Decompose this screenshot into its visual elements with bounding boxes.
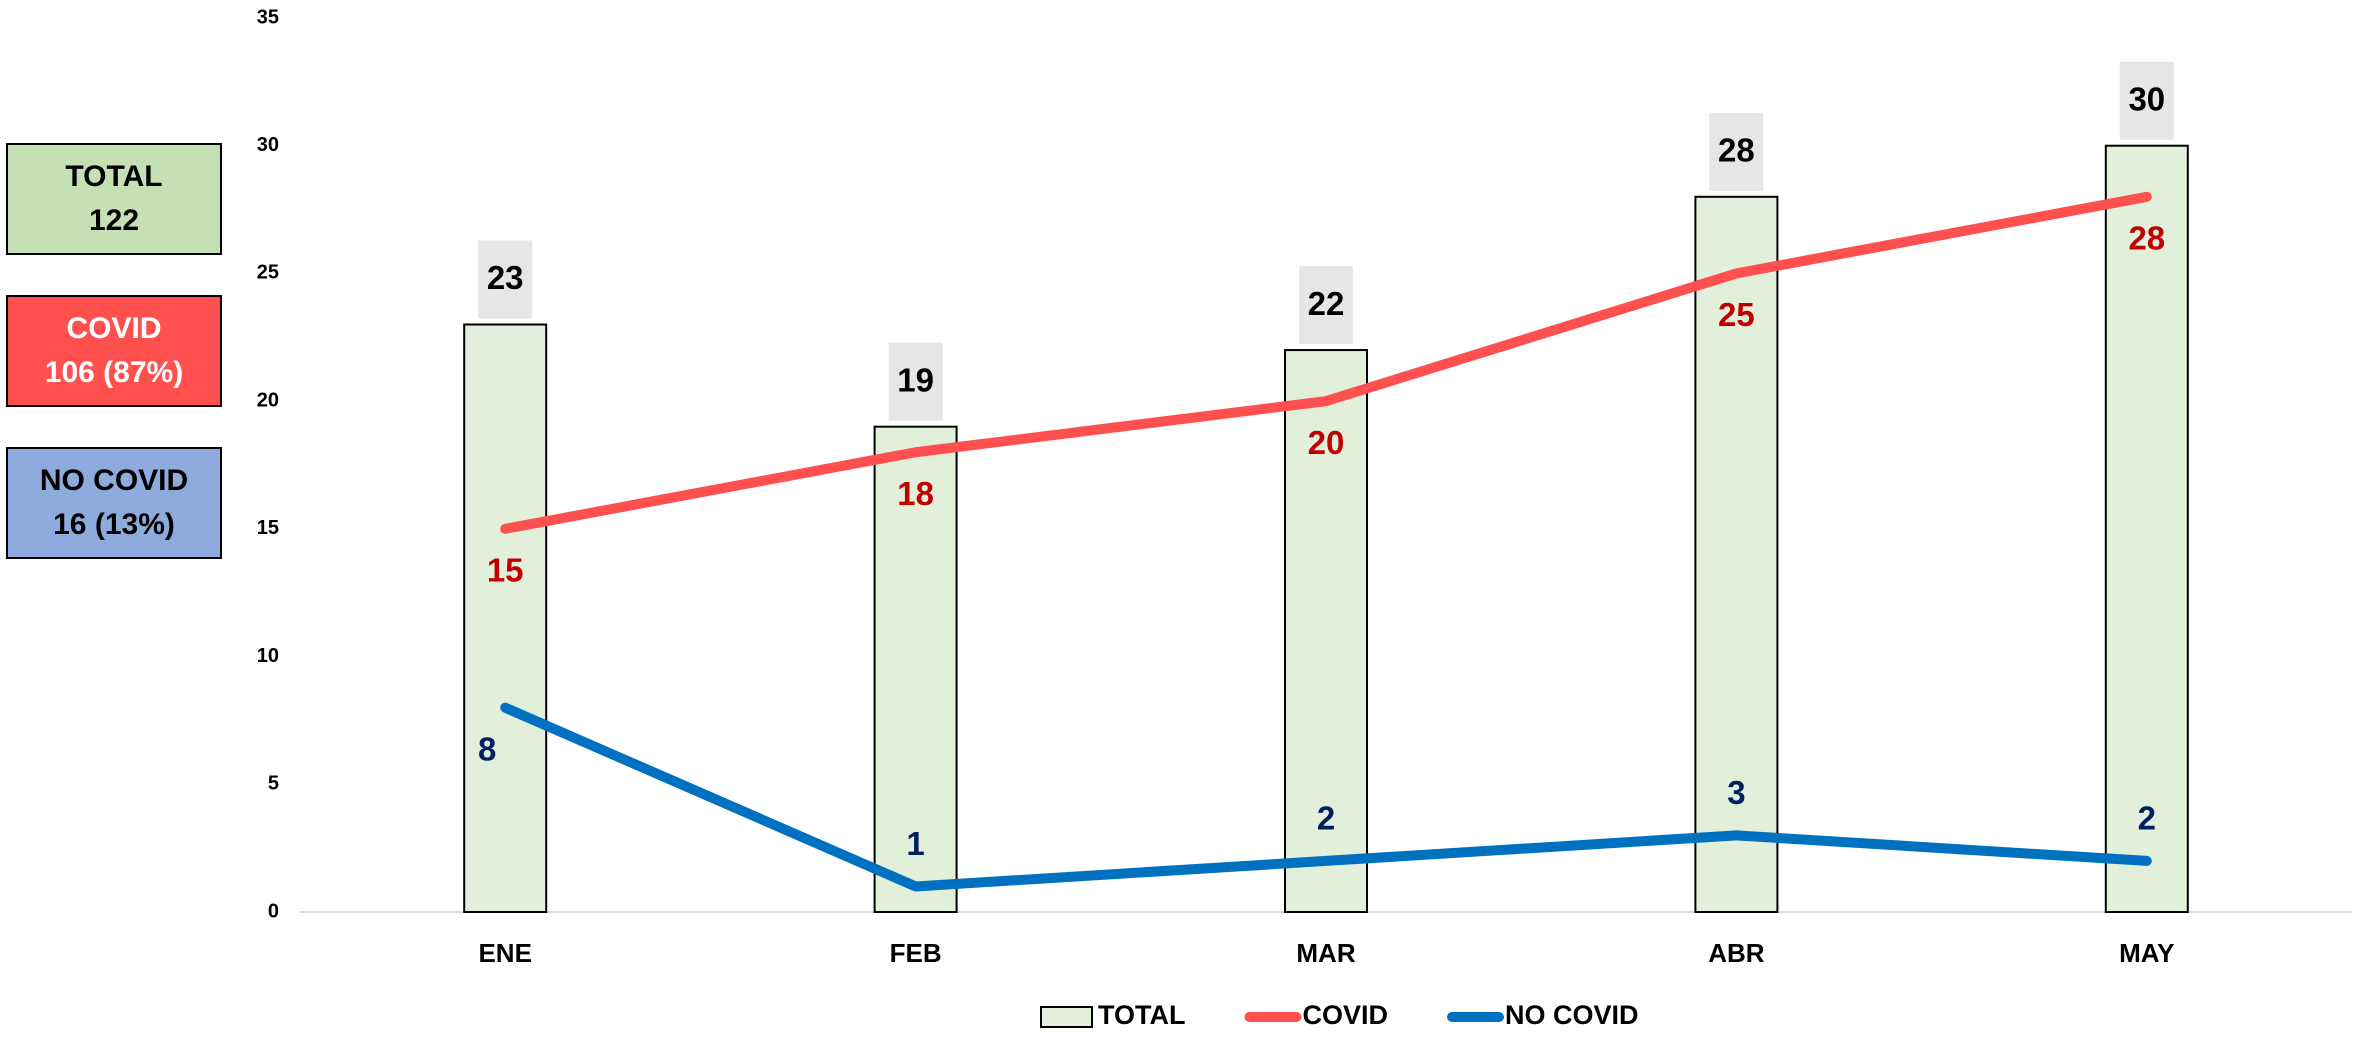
y-tick-label: 0 <box>268 900 279 922</box>
x-tick-label: ENE <box>478 938 531 968</box>
summary-box <box>6 447 222 559</box>
bar <box>1694 195 1779 914</box>
bar-label-bg <box>888 342 943 421</box>
data-label: 2 <box>1317 800 1335 837</box>
y-tick-label: 15 <box>257 517 279 539</box>
x-tick-label: MAY <box>2119 938 2174 968</box>
bar-label: 19 <box>897 361 934 398</box>
summary-text: 122 <box>89 204 139 237</box>
bar <box>1284 349 1368 913</box>
y-tick-label: 25 <box>257 262 279 284</box>
line <box>500 191 2152 534</box>
y-tick-label: 10 <box>257 645 279 667</box>
bar <box>2104 144 2189 913</box>
data-label: 28 <box>2128 220 2165 257</box>
data-label: 2 <box>2138 800 2156 837</box>
data-label: 3 <box>1727 774 1745 811</box>
data-label: 15 <box>487 552 524 589</box>
x-tick-label: ABR <box>1708 938 1765 968</box>
data-label: 20 <box>1308 424 1345 461</box>
bar-label-bg <box>1299 266 1353 345</box>
data-label: 1 <box>906 825 924 862</box>
summary-label: NO COVID <box>40 464 188 497</box>
data-label: 8 <box>478 730 496 767</box>
legend-label: COVID <box>1303 1000 1389 1030</box>
x-tick-label: MAR <box>1296 938 1355 968</box>
summary-label: COVID <box>66 312 161 345</box>
summary-text: 16 (13%) <box>53 508 175 541</box>
summary-box <box>6 143 222 255</box>
summary-box <box>6 295 222 407</box>
legend-label: NO COVID <box>1505 1000 1639 1030</box>
bar-label: 28 <box>1718 132 1755 169</box>
legend-swatch <box>1040 1006 1093 1028</box>
y-tick-label: 30 <box>257 134 279 156</box>
data-label: 18 <box>897 475 934 512</box>
y-tick-label: 35 <box>257 6 279 28</box>
bar-label: 30 <box>2128 80 2165 117</box>
bar-label: 22 <box>1308 285 1345 322</box>
legend-label: TOTAL <box>1098 1000 1186 1030</box>
bar-label-bg <box>478 240 533 319</box>
bar-label-bg <box>1709 112 1764 191</box>
bar-label-bg <box>2119 61 2174 140</box>
line <box>500 702 2152 892</box>
bar <box>873 425 958 913</box>
y-tick-label: 20 <box>257 389 279 411</box>
data-label: 25 <box>1718 296 1755 333</box>
bar <box>463 323 548 913</box>
bar-label: 23 <box>487 259 524 296</box>
x-tick-label: FEB <box>890 938 942 968</box>
summary-label: TOTAL <box>65 160 162 193</box>
y-tick-label: 5 <box>268 773 279 795</box>
summary-text: 106 (87%) <box>45 356 183 389</box>
